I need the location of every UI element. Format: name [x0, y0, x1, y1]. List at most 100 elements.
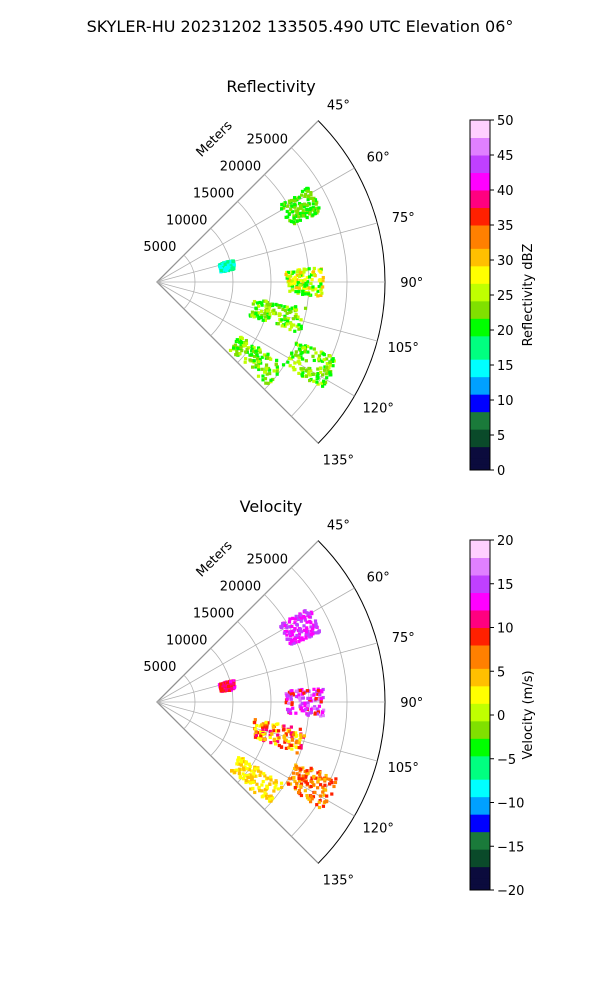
echo-cell [331, 357, 335, 361]
colorbar-segment [470, 563, 490, 570]
echo-cell [284, 701, 288, 705]
echo-cell [309, 625, 313, 629]
range-tick-label: 5000 [143, 240, 176, 255]
echo-cell [219, 267, 223, 271]
colorbar-segment [470, 225, 490, 232]
echo-cell [264, 363, 269, 367]
echo-cell [316, 294, 320, 298]
echo-cell [316, 780, 320, 784]
echo-cell [298, 698, 302, 702]
echo-cell [297, 696, 302, 700]
echo-cell [312, 687, 316, 691]
echo-cell [328, 363, 332, 367]
echo-cell [325, 362, 329, 366]
echo-cell [286, 215, 290, 219]
colorbar-segment [470, 201, 490, 208]
echo-cell [254, 723, 259, 728]
echo-cell [302, 267, 306, 271]
echo-cell [312, 693, 316, 697]
echo-cell [293, 307, 297, 311]
echo-cell [300, 636, 304, 640]
echo-cell [301, 370, 305, 374]
echo-cell [299, 355, 303, 359]
echo-cell [298, 278, 303, 283]
colorbar-tick-label: 15 [497, 359, 514, 374]
echo-cell [299, 205, 303, 210]
echo-cell [321, 352, 325, 356]
echo-cell [264, 299, 268, 303]
echo-cell [287, 701, 291, 705]
echo-cell [281, 621, 285, 626]
echo-cell [239, 345, 243, 350]
echo-cell [314, 696, 318, 701]
echo-cell [317, 805, 322, 810]
echo-cell [308, 286, 312, 290]
echo-cell [219, 689, 223, 693]
echo-cell [295, 622, 299, 627]
colorbar-segment [470, 230, 490, 238]
colorbar-segment [470, 370, 490, 378]
echo-cell [319, 282, 323, 286]
echo-cell [293, 367, 297, 371]
colorbar-tick-label: 40 [497, 184, 514, 199]
echo-cell [286, 708, 290, 712]
colorbar-segment [470, 347, 490, 354]
colorbar-segment [470, 540, 490, 547]
echo-cell [311, 208, 315, 212]
echo-cell [288, 708, 292, 712]
echo-cell [261, 374, 265, 378]
echo-cell [298, 218, 303, 222]
echo-cell [248, 358, 252, 362]
echo-cell [293, 779, 297, 784]
echo-cell [252, 315, 256, 319]
echo-cell [319, 714, 323, 718]
echo-cell [293, 617, 297, 621]
echo-cell [292, 637, 296, 641]
echo-cell [294, 765, 299, 769]
colorbar-segment [470, 341, 490, 348]
colorbar-segment [470, 353, 490, 360]
echo-cell [294, 350, 298, 354]
echo-cell [280, 785, 284, 789]
echo-cell [288, 625, 292, 629]
echo-cell [264, 787, 268, 792]
echo-cell [298, 362, 302, 366]
echo-cell [284, 738, 288, 742]
echo-cell [299, 743, 303, 748]
colorbar-tick-label: 10 [497, 394, 514, 409]
echo-cell [325, 376, 329, 380]
echo-cell [314, 776, 318, 780]
echo-cell [271, 725, 275, 729]
echo-cell [293, 280, 297, 284]
echo-cell [282, 631, 287, 635]
colorbar-segment [470, 254, 490, 261]
echo-cell [318, 772, 322, 777]
echo-cell [317, 284, 321, 289]
echo-cell [307, 366, 311, 371]
echo-cell [301, 279, 305, 283]
echo-cell [288, 711, 293, 715]
echo-cell [288, 327, 292, 332]
echo-cell [291, 731, 295, 735]
echo-cell [244, 341, 249, 346]
colorbar-segment [470, 551, 490, 558]
echo-cell [299, 793, 304, 798]
echo-cell [219, 268, 223, 273]
echo-cell [300, 193, 304, 197]
range-tick-label: 20000 [220, 160, 261, 175]
echo-cell [241, 766, 245, 770]
echo-cell [253, 718, 257, 722]
echo-cell [256, 311, 260, 315]
echo-cell [231, 682, 235, 686]
echo-cell [303, 618, 307, 622]
echo-cell [237, 767, 242, 771]
echo-cell [290, 630, 294, 634]
echo-cell [263, 793, 268, 798]
echo-cell [280, 318, 284, 322]
echo-cell [290, 747, 294, 751]
echo-cell [321, 785, 325, 789]
azimuth-gridline [156, 281, 319, 444]
echo-cell [287, 283, 292, 287]
echo-cell [261, 779, 265, 784]
